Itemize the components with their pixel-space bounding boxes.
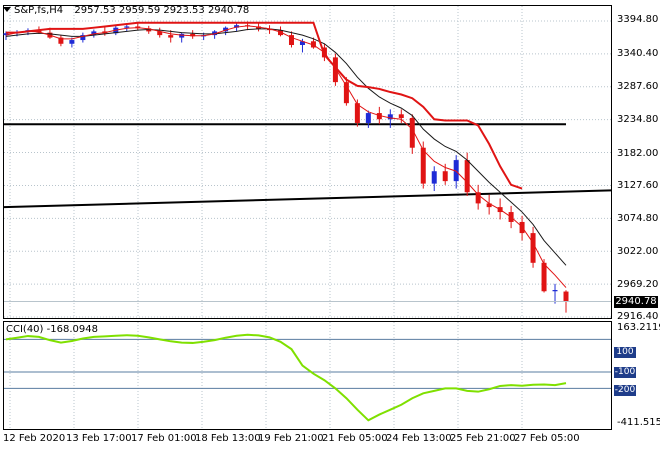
candle-body xyxy=(190,33,196,37)
time-label: 27 Feb 05:00 xyxy=(514,433,580,444)
cci-level-tag: 100 xyxy=(614,347,636,358)
candle-body xyxy=(212,31,218,36)
candle-body xyxy=(343,82,349,104)
time-label: 13 Feb 17:00 xyxy=(66,433,132,444)
candle-body xyxy=(80,35,86,41)
candle-body xyxy=(420,147,426,184)
candle-body xyxy=(387,114,393,120)
candle-body xyxy=(530,233,536,263)
candle-body xyxy=(354,103,360,123)
candle-body xyxy=(3,33,9,36)
time-label: 18 Feb 13:00 xyxy=(195,433,261,444)
price-label: 3287.60 xyxy=(617,81,659,92)
candles xyxy=(3,21,569,313)
price-label: 3074.80 xyxy=(617,213,659,224)
candle-body xyxy=(179,33,185,38)
candle-body xyxy=(475,192,481,204)
candle-body xyxy=(288,35,294,46)
candle-body xyxy=(365,113,371,123)
grid xyxy=(4,6,611,429)
candle-body xyxy=(278,30,284,36)
price-label: 3394.80 xyxy=(617,14,659,25)
candle-body xyxy=(124,26,130,28)
candle-body xyxy=(36,30,42,33)
time-label: 12 Feb 2020 xyxy=(3,433,66,444)
price-label: 2916.40 xyxy=(617,311,659,322)
candle-body xyxy=(223,27,229,32)
candle-body xyxy=(267,28,273,31)
candle-body xyxy=(91,31,97,36)
time-label: 24 Feb 13:00 xyxy=(386,433,452,444)
candle-body xyxy=(58,37,64,44)
triangle-down-icon[interactable] xyxy=(3,7,11,12)
price-label: 2969.20 xyxy=(617,279,659,290)
price-label: 3022.00 xyxy=(617,246,659,257)
candle-body xyxy=(431,171,437,184)
candle-body xyxy=(256,26,262,29)
slow-ma-line xyxy=(5,28,567,266)
candle-body xyxy=(234,25,240,28)
candle-body xyxy=(563,291,569,302)
symbol-label: S&P,fs,H4 xyxy=(14,5,64,16)
candle-body xyxy=(299,41,305,46)
candle-body xyxy=(157,31,163,36)
time-label: 25 Feb 21:00 xyxy=(450,433,516,444)
price-label: 3234.80 xyxy=(617,114,659,125)
horizontal-lines[interactable] xyxy=(3,123,612,209)
candle-body xyxy=(453,160,459,182)
candle-body xyxy=(310,41,316,48)
current-price-tag: 2940.78 xyxy=(614,296,658,308)
time-label: 19 Feb 21:00 xyxy=(258,433,324,444)
candle-body xyxy=(168,35,174,38)
cci-level-tag: -200 xyxy=(614,385,636,396)
candle-body xyxy=(552,290,558,292)
candle-body xyxy=(376,113,382,120)
candle-body xyxy=(398,114,404,119)
trailing-stop-line xyxy=(6,21,523,190)
ohlc-values: 2957.53 2959.59 2923.53 2940.78 xyxy=(74,5,250,16)
cci-title: CCI(40) -168.0948 xyxy=(6,324,98,335)
candle-body xyxy=(442,171,448,182)
fast-ma-line xyxy=(5,25,567,288)
cci-level-tag: -100 xyxy=(614,367,636,378)
candle-body xyxy=(332,57,338,83)
time-label: 17 Feb 01:00 xyxy=(131,433,197,444)
cci-plot xyxy=(5,333,567,422)
price-panel-frame xyxy=(3,5,612,319)
time-label: 21 Feb 05:00 xyxy=(322,433,388,444)
candle-body xyxy=(464,160,470,193)
cci-line xyxy=(5,333,567,422)
cci-min-label: -411.5156 xyxy=(617,417,660,428)
candle-body xyxy=(541,262,547,292)
trendline xyxy=(3,189,612,209)
price-label: 3182.00 xyxy=(617,148,659,159)
candle-body xyxy=(69,40,75,44)
cci-max-label: 163.2119 xyxy=(617,322,660,333)
overlays xyxy=(5,21,567,288)
price-label: 3127.60 xyxy=(617,180,659,191)
symbol-header[interactable]: S&P,fs,H4 2957.53 2959.59 2923.53 2940.7… xyxy=(3,5,249,17)
candle-body xyxy=(486,203,492,208)
price-label: 3340.40 xyxy=(617,48,659,59)
candle-body xyxy=(409,118,415,148)
